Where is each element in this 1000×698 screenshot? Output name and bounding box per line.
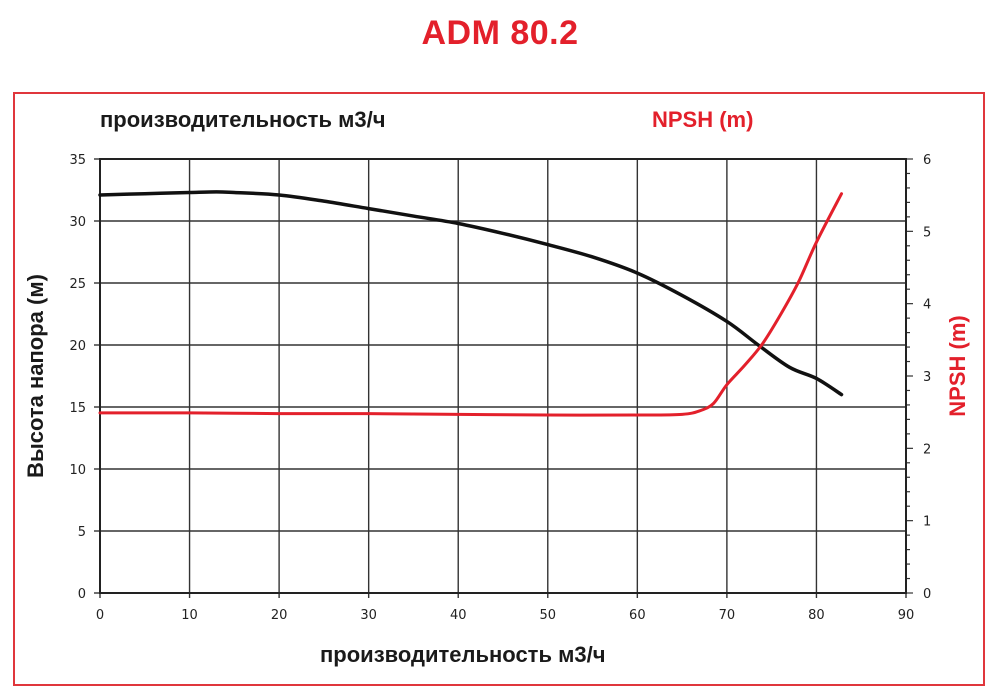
- y-right-tick-label: 3: [923, 370, 931, 385]
- y-right-tick-label: 1: [923, 515, 931, 530]
- top-flow-label: производительность м3/ч: [100, 107, 386, 132]
- x-tick-label: 30: [360, 608, 377, 623]
- tick-labels: 0 10 20 30 40 50 60 70 80 90 0 5 10 15 20 25 30 35 0 1 2 3 4 5 6: [69, 153, 931, 623]
- x-axis-label: производительность м3/ч: [320, 642, 606, 667]
- x-tick-label: 10: [181, 608, 198, 623]
- y-left-tick-label: 30: [69, 215, 86, 230]
- head-curve: [98, 190, 844, 397]
- x-tick-label: 0: [96, 608, 104, 623]
- npsh-curve: [98, 192, 844, 417]
- x-tick-label: 40: [450, 608, 467, 623]
- chart-title: ADM 80.2: [421, 14, 579, 52]
- y-right-tick-label: 6: [923, 153, 931, 168]
- y-right-tick-label: 0: [923, 587, 931, 602]
- y-right-tick-label: 5: [923, 225, 931, 240]
- x-tick-label: 50: [540, 608, 557, 623]
- grid-lines: [99, 158, 907, 594]
- y-left-tick-label: 5: [78, 525, 86, 540]
- x-tick-label: 80: [808, 608, 825, 623]
- x-tick-label: 70: [719, 608, 736, 623]
- y-left-tick-label: 20: [69, 339, 86, 354]
- y-left-tick-label: 10: [69, 463, 86, 478]
- axes: [94, 158, 913, 598]
- y-left-tick-label: 0: [78, 587, 86, 602]
- y-left-tick-label: 25: [69, 277, 86, 292]
- x-tick-label: 60: [629, 608, 646, 623]
- y-right-tick-label: 4: [923, 298, 931, 313]
- y-left-tick-label: 35: [69, 153, 86, 168]
- top-npsh-label: NPSH (m): [652, 107, 754, 132]
- x-tick-label: 90: [898, 608, 915, 623]
- y-left-tick-label: 15: [69, 401, 86, 416]
- y-right-tick-label: 2: [923, 442, 931, 457]
- x-tick-label: 20: [271, 608, 288, 623]
- chart-frame: [13, 92, 985, 686]
